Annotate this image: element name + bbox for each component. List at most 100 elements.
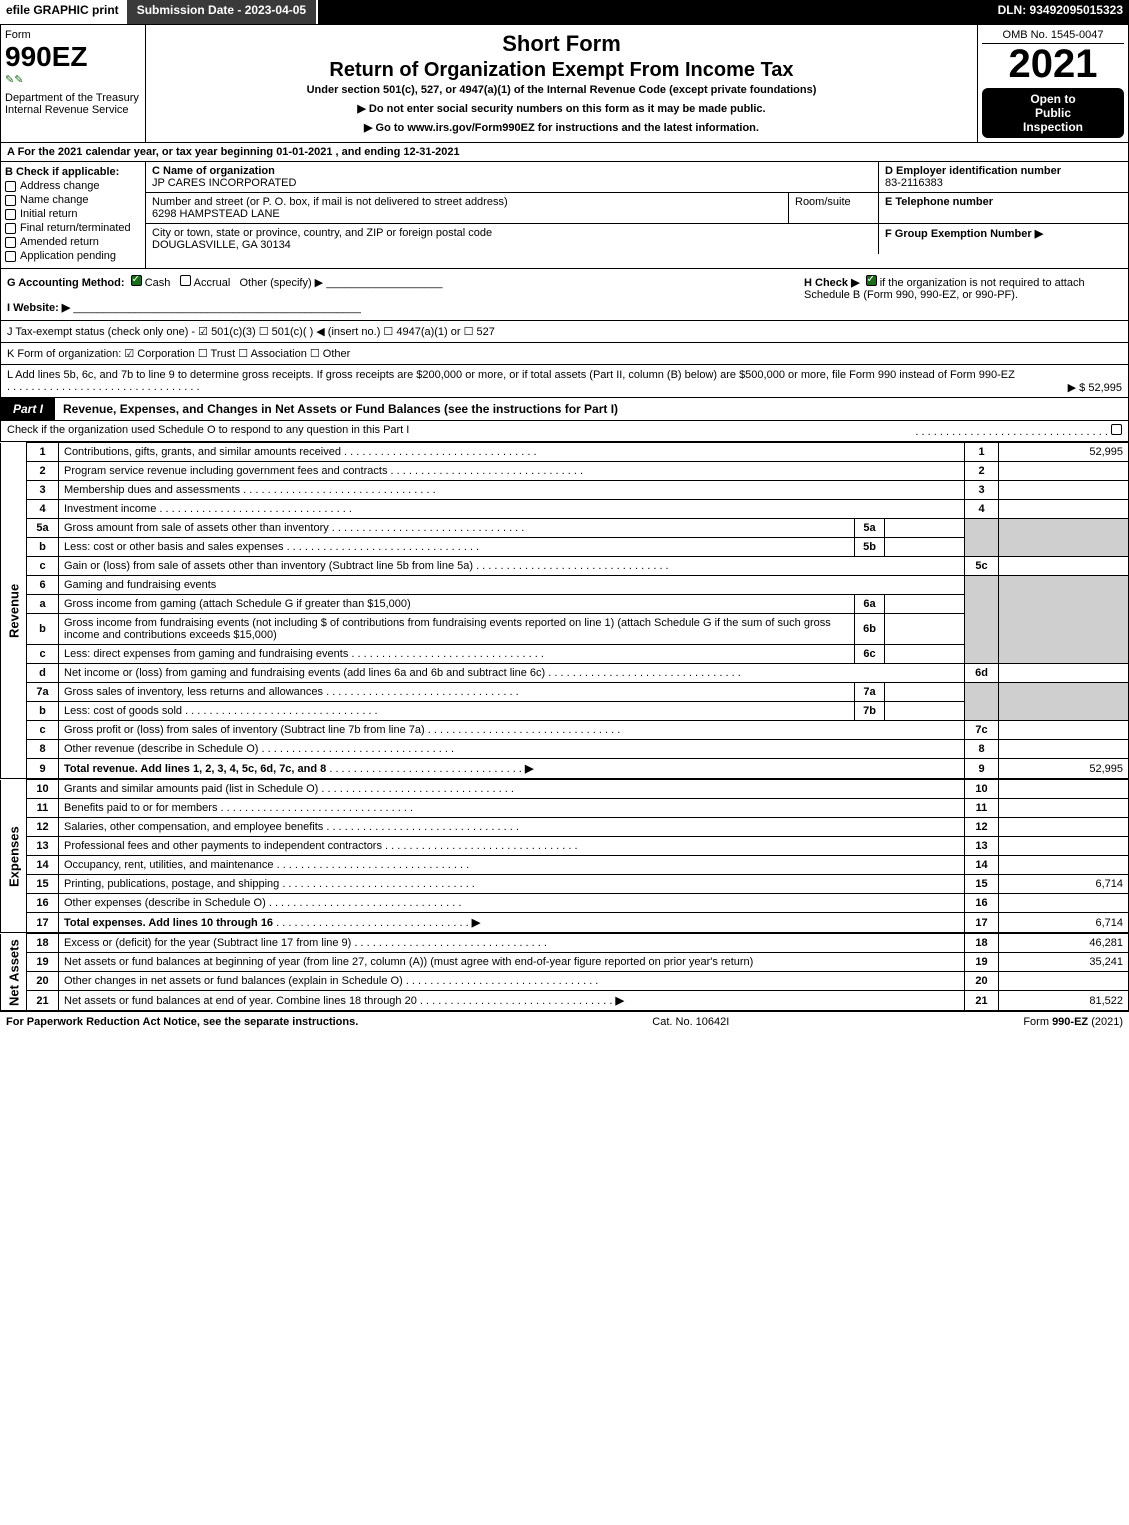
title-return: Return of Organization Exempt From Incom… <box>154 59 969 82</box>
line-desc: Gross sales of inventory, less returns a… <box>64 686 519 698</box>
footer-center: Cat. No. 10642I <box>652 1016 729 1028</box>
line-desc: Membership dues and assessments <box>64 484 436 496</box>
cb-name-change[interactable]: Name change <box>5 194 141 206</box>
revenue-table: Revenue 1 Contributions, gifts, grants, … <box>0 442 1129 779</box>
line-desc: Less: cost or other basis and sales expe… <box>64 541 479 553</box>
line-no: 21 <box>27 991 59 1011</box>
d-label: D Employer identification number <box>885 165 1061 177</box>
table-row: Revenue 1 Contributions, gifts, grants, … <box>1 443 1129 462</box>
line-no: a <box>27 595 59 614</box>
form-number: 990EZ <box>5 41 141 73</box>
line-no: 1 <box>27 443 59 462</box>
cb-label: Final return/terminated <box>20 222 131 234</box>
cb-accrual[interactable] <box>180 275 191 286</box>
line-no: 11 <box>27 799 59 818</box>
inspect-line3: Inspection <box>986 120 1120 134</box>
table-row: 6 Gaming and fundraising events <box>1 576 1129 595</box>
other-label: Other (specify) ▶ <box>240 277 324 289</box>
line-desc: Net income or (loss) from gaming and fun… <box>64 667 741 679</box>
check-o-box[interactable] <box>1111 424 1122 435</box>
line-desc: Total revenue. Add lines 1, 2, 3, 4, 5c,… <box>64 763 326 775</box>
table-row: Net Assets 18 Excess or (deficit) for th… <box>1 934 1129 953</box>
efile-print-button[interactable]: efile GRAPHIC print <box>0 0 125 24</box>
row-gh: G Accounting Method: Cash Accrual Other … <box>0 269 1129 321</box>
line-desc: Gain or (loss) from sale of assets other… <box>64 560 669 572</box>
table-row: c Gross profit or (loss) from sales of i… <box>1 721 1129 740</box>
page-footer: For Paperwork Reduction Act Notice, see … <box>0 1011 1129 1032</box>
title-short-form: Short Form <box>154 31 969 57</box>
line-no: 20 <box>27 972 59 991</box>
line-num: 14 <box>965 856 999 875</box>
inspect-line1: Open to <box>986 92 1120 106</box>
expenses-table: Expenses 10 Grants and similar amounts p… <box>0 779 1129 933</box>
line-desc: Net assets or fund balances at end of ye… <box>64 995 417 1007</box>
cash-label: Cash <box>145 277 171 289</box>
table-row: 15 Printing, publications, postage, and … <box>1 875 1129 894</box>
city-value: DOUGLASVILLE, GA 30134 <box>152 239 291 251</box>
line-num: 6d <box>965 664 999 683</box>
line-amt <box>999 740 1129 759</box>
street-value: 6298 HAMPSTEAD LANE <box>152 208 280 220</box>
row-j: J Tax-exempt status (check only one) - ☑… <box>0 321 1129 343</box>
line-no: 15 <box>27 875 59 894</box>
table-row: Expenses 10 Grants and similar amounts p… <box>1 780 1129 799</box>
line-amt <box>999 721 1129 740</box>
line-num: 13 <box>965 837 999 856</box>
sub-amt <box>885 683 965 702</box>
cb-amended-return[interactable]: Amended return <box>5 236 141 248</box>
table-row: c Gain or (loss) from sale of assets oth… <box>1 557 1129 576</box>
table-row: 11 Benefits paid to or for members 11 <box>1 799 1129 818</box>
line-desc: Gross profit or (loss) from sales of inv… <box>64 724 620 736</box>
sub-no: 6b <box>855 614 885 645</box>
b-heading: B Check if applicable: <box>5 166 141 178</box>
table-row: 17 Total expenses. Add lines 10 through … <box>1 913 1129 933</box>
cb-schedule-b[interactable] <box>866 275 877 286</box>
line-desc: Other revenue (describe in Schedule O) <box>64 743 454 755</box>
line-amt <box>999 500 1129 519</box>
sub-amt <box>885 702 965 721</box>
line-desc: Salaries, other compensation, and employ… <box>64 821 519 833</box>
note-link[interactable]: ▶ Go to www.irs.gov/Form990EZ for instru… <box>154 121 969 134</box>
line-desc: Excess or (deficit) for the year (Subtra… <box>64 937 547 949</box>
e-phone-cell: E Telephone number <box>878 193 1128 223</box>
line-no: b <box>27 702 59 721</box>
line-no: c <box>27 721 59 740</box>
line-amt: 46,281 <box>999 934 1129 953</box>
line-no: 8 <box>27 740 59 759</box>
table-row: b Gross income from fundraising events (… <box>1 614 1129 645</box>
tax-year: 2021 <box>982 44 1124 84</box>
line-amt <box>999 799 1129 818</box>
line-desc: Benefits paid to or for members <box>64 802 413 814</box>
part-i-tab: Part I <box>1 398 55 420</box>
cb-final-return[interactable]: Final return/terminated <box>5 222 141 234</box>
open-to-public: Open to Public Inspection <box>982 88 1124 138</box>
line-amt <box>999 481 1129 500</box>
line-amt <box>999 837 1129 856</box>
sub-no: 6a <box>855 595 885 614</box>
side-revenue: Revenue <box>1 443 27 779</box>
c-street-cell: Number and street (or P. O. box, if mail… <box>146 193 788 223</box>
table-row: 16 Other expenses (describe in Schedule … <box>1 894 1129 913</box>
cb-initial-return[interactable]: Initial return <box>5 208 141 220</box>
l-amount: ▶ $ 52,995 <box>1068 381 1122 394</box>
line-no: 4 <box>27 500 59 519</box>
line-no: 16 <box>27 894 59 913</box>
table-row: b Less: cost of goods sold 7b <box>1 702 1129 721</box>
line-no: d <box>27 664 59 683</box>
line-desc: Occupancy, rent, utilities, and maintena… <box>64 859 469 871</box>
cb-cash[interactable] <box>131 275 142 286</box>
header-right: OMB No. 1545-0047 2021 Open to Public In… <box>978 25 1128 142</box>
cb-address-change[interactable]: Address change <box>5 180 141 192</box>
sub-amt <box>885 538 965 557</box>
line-desc: Gross income from gaming (attach Schedul… <box>59 595 855 614</box>
inspect-line2: Public <box>986 106 1120 120</box>
row-h: H Check ▶ if the organization is not req… <box>798 269 1128 320</box>
c-name-label: C Name of organization <box>152 165 275 177</box>
table-row: 12 Salaries, other compensation, and emp… <box>1 818 1129 837</box>
line-desc: Gross income from fundraising events (no… <box>59 614 855 645</box>
line-desc: Gaming and fundraising events <box>59 576 965 595</box>
line-no: 3 <box>27 481 59 500</box>
arrow-icon: ▶ <box>525 763 533 775</box>
cb-application-pending[interactable]: Application pending <box>5 250 141 262</box>
header-left: Form 990EZ ✎✎ Department of the Treasury… <box>1 25 146 142</box>
